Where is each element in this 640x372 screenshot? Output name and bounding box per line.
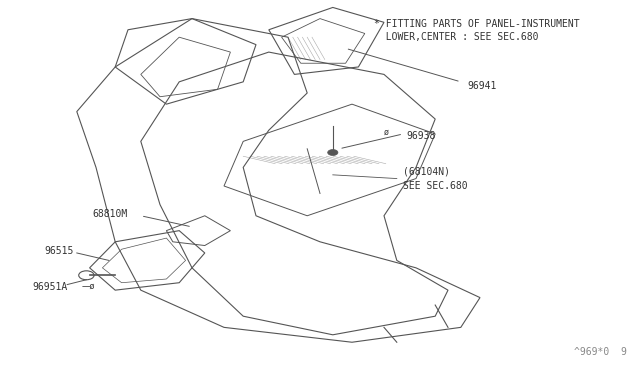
Text: LOWER,CENTER : SEE SEC.680: LOWER,CENTER : SEE SEC.680 [374,32,539,42]
Text: SEE SEC.680: SEE SEC.680 [403,181,468,191]
Text: 96951A: 96951A [32,282,67,292]
Text: ø: ø [384,128,389,137]
Text: (68104N): (68104N) [403,166,450,176]
Text: —ø: —ø [82,281,95,290]
Text: 96941: 96941 [467,81,497,90]
Circle shape [328,150,338,155]
Text: * FITTING PARTS OF PANEL-INSTRUMENT: * FITTING PARTS OF PANEL-INSTRUMENT [374,19,580,29]
Text: 68810M: 68810M [93,209,128,219]
Text: 96938: 96938 [406,131,436,141]
Text: ^969*0  9: ^969*0 9 [574,347,627,357]
Text: 96515: 96515 [45,246,74,256]
